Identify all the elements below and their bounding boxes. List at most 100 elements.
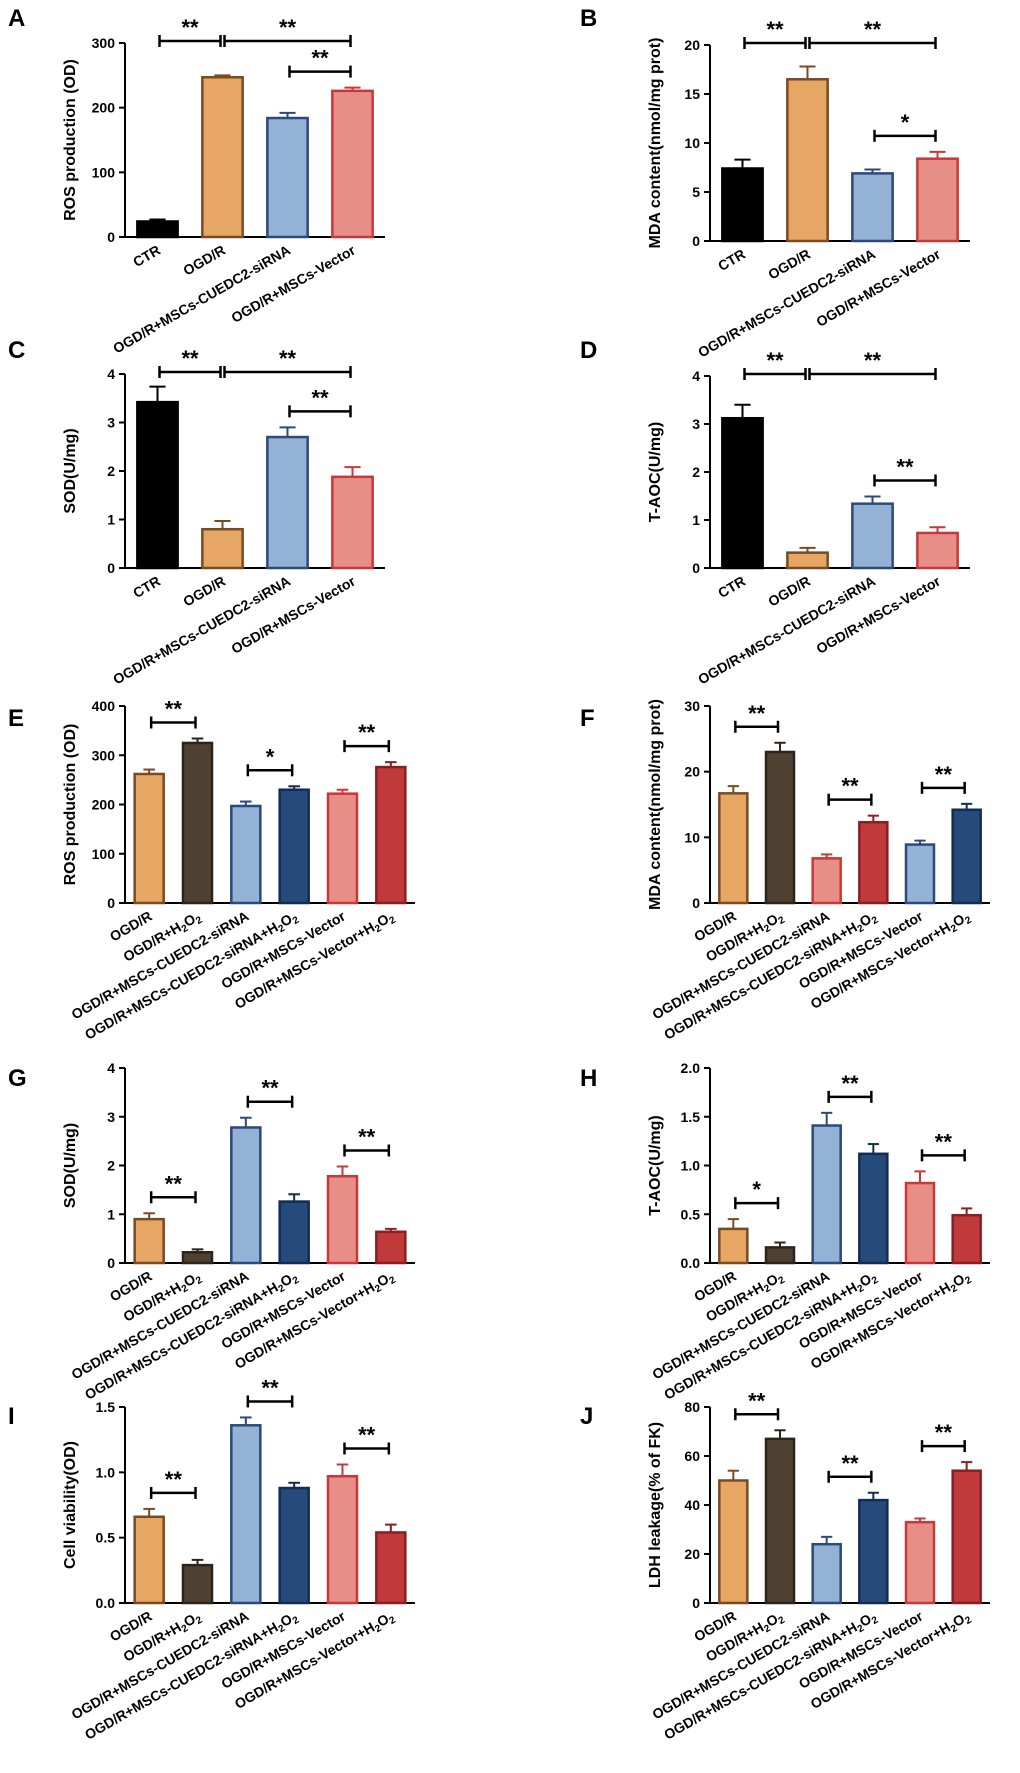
significance-label: ** [181, 346, 199, 371]
bar [951, 1469, 982, 1605]
y-tick-label: 2.0 [681, 1060, 701, 1076]
y-tick-label: 40 [684, 1497, 700, 1513]
bar [136, 220, 179, 239]
y-tick-label: 0.0 [681, 1255, 701, 1271]
y-tick-label: 0 [107, 229, 115, 245]
y-axis-title: SOD(U/mg) [62, 1123, 79, 1208]
panel-label-h: H [580, 1065, 597, 1092]
bar [201, 76, 244, 239]
y-tick-label: 0.5 [681, 1206, 701, 1222]
y-tick-label: 20 [684, 37, 700, 53]
y-tick-label: 4 [107, 1060, 115, 1076]
bar [266, 116, 309, 239]
y-tick-label: 200 [92, 100, 116, 116]
bar [764, 1437, 796, 1605]
bar [201, 527, 244, 570]
bar [133, 1217, 165, 1265]
panel-label-j: J [580, 1403, 593, 1430]
y-tick-label: 60 [684, 1448, 700, 1464]
significance-label: ** [841, 774, 859, 799]
x-tick-label: OGD/R+MSCs-Vector [813, 572, 943, 656]
bar [764, 750, 796, 905]
y-tick-label: 80 [684, 1399, 700, 1415]
significance-label: ** [358, 1422, 376, 1447]
panel-a: A 0 100 200 300 ROS production (OD) CTR OGD/ROG… [8, 5, 385, 357]
bar [858, 820, 889, 905]
bar [851, 172, 894, 243]
bar [181, 1563, 214, 1605]
bar [904, 1520, 936, 1605]
y-axis-title: SOD(U/mg) [62, 428, 79, 513]
significance-label: * [752, 1177, 761, 1202]
y-axis-title: MDA content(nmol/mg prot) [647, 38, 664, 249]
x-tick-label: CTR [715, 246, 748, 274]
bar [721, 167, 764, 243]
bar [858, 1152, 889, 1265]
bar [331, 475, 374, 570]
x-tick-label: OGD/R [765, 573, 813, 610]
y-tick-label: 0 [692, 560, 700, 576]
y-tick-label: 30 [684, 698, 700, 714]
y-tick-label: 0 [692, 233, 700, 249]
x-tick-label: CTR [130, 242, 163, 270]
panel-label-d: D [580, 337, 597, 364]
significance-label: ** [358, 720, 376, 745]
y-tick-label: 1 [107, 512, 115, 528]
significance-label: ** [864, 348, 882, 373]
x-tick-label: OGD/R+MSCs-Vector [813, 245, 943, 329]
y-tick-label: 3 [107, 1109, 115, 1125]
bar [811, 1542, 842, 1605]
bar [786, 551, 829, 570]
panel-h: H0.00.51.01.52.0T-AOC(U/mg)OGD/ROGD/R+H2… [580, 1060, 990, 1403]
x-tick-label: CTR [130, 573, 163, 601]
x-tick-label: OGD/R [180, 242, 228, 279]
bar [326, 1174, 359, 1265]
x-tick-label: OGD/R+MSCs-CUEDC2-siRNA [649, 908, 832, 1023]
x-tick-label: OGD/R+MSCs-Vector [228, 572, 358, 656]
y-tick-label: 0.0 [96, 1595, 116, 1611]
significance-label: ** [935, 1129, 953, 1154]
significance-label: ** [279, 15, 297, 40]
y-tick-label: 0 [692, 895, 700, 911]
bar [181, 1251, 214, 1265]
significance-label: ** [748, 701, 766, 726]
y-tick-label: 2 [692, 464, 700, 480]
bar [133, 1515, 165, 1605]
bar [326, 1475, 359, 1605]
y-tick-label: 3 [692, 416, 700, 432]
bar [786, 78, 829, 243]
significance-label: ** [935, 762, 953, 787]
y-tick-label: 20 [684, 764, 700, 780]
y-tick-label: 2 [107, 1158, 115, 1174]
bar [230, 1424, 262, 1605]
y-tick-label: 200 [92, 797, 116, 813]
bar [181, 741, 214, 905]
x-tick-label: CTR [715, 573, 748, 601]
significance-label: ** [311, 46, 329, 71]
significance-label: ** [766, 348, 784, 373]
significance-label: ** [165, 697, 183, 722]
y-tick-label: 10 [684, 829, 700, 845]
bar [916, 531, 959, 570]
y-axis-title: T-AOC(U/mg) [647, 1115, 664, 1215]
y-tick-label: 15 [684, 86, 700, 102]
y-tick-label: 400 [92, 698, 116, 714]
bar [375, 1531, 407, 1605]
y-tick-label: 1.0 [681, 1158, 701, 1174]
significance-label: ** [841, 1451, 859, 1476]
y-axis-title: ROS production (OD) [62, 724, 79, 886]
significance-label: ** [279, 346, 297, 371]
y-tick-label: 1.5 [96, 1399, 116, 1415]
x-tick-label: OGD/R [180, 573, 228, 610]
y-tick-label: 2 [107, 463, 115, 479]
y-tick-label: 1 [692, 512, 700, 528]
panel-g: G01234SOD(U/mg)OGD/ROGD/R+H2O2OGD/R+MSCs… [8, 1060, 415, 1403]
bar [331, 89, 374, 239]
bar [230, 804, 262, 905]
